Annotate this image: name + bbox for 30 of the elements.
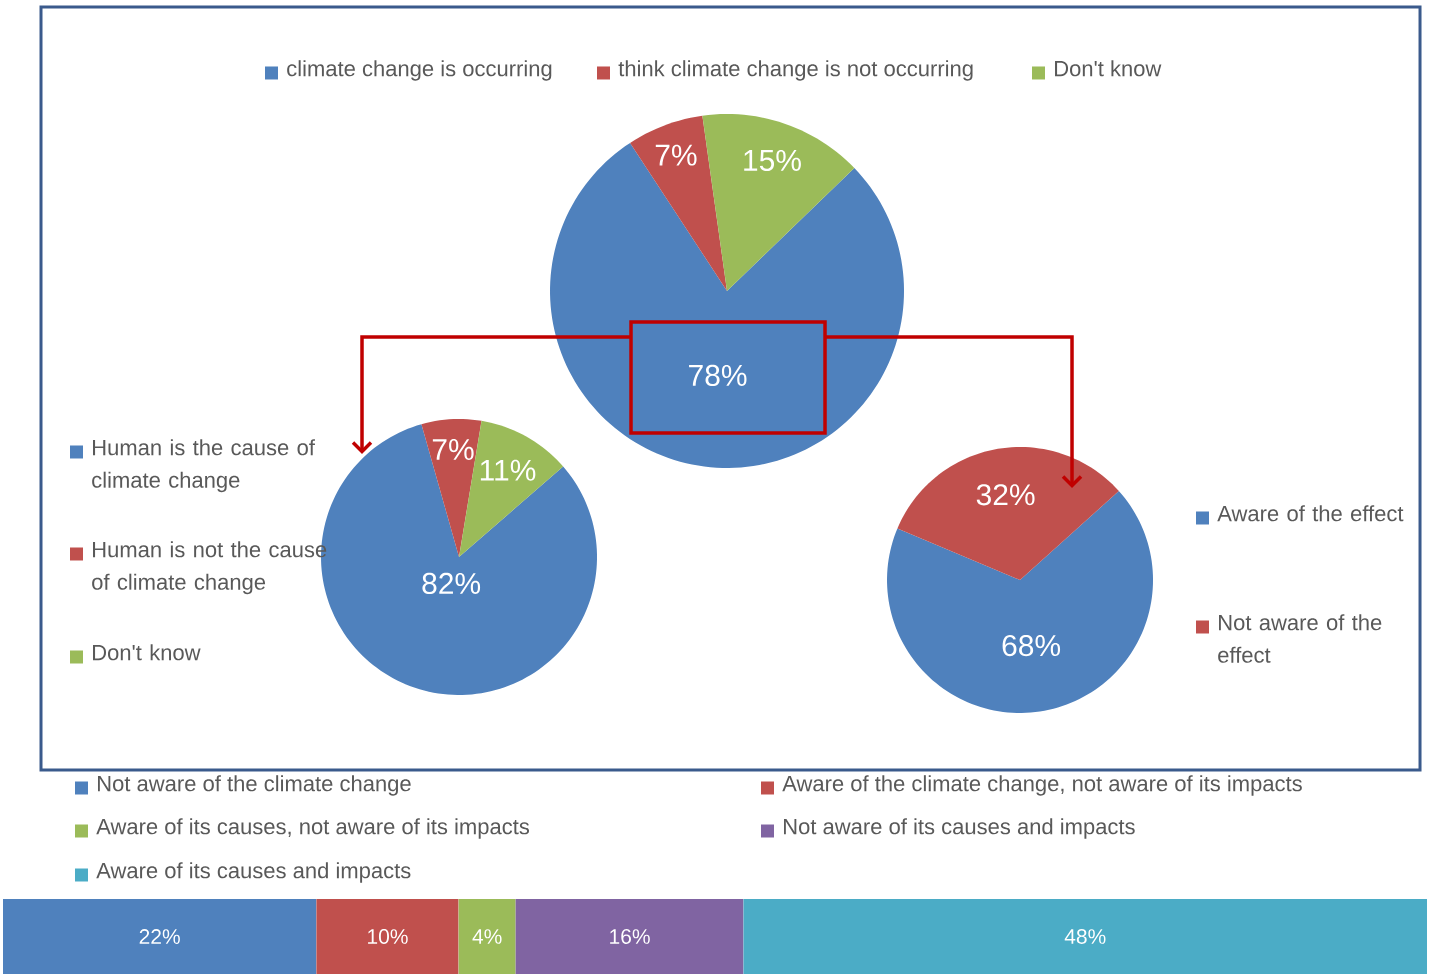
legend-label: climate change is occurring bbox=[287, 60, 552, 81]
bar bbox=[3, 899, 317, 974]
legend-label: Aware of the climate change, not aware of its impacts bbox=[782, 775, 1302, 796]
bar bbox=[515, 899, 744, 974]
data-label: 78% bbox=[689, 364, 747, 387]
data-label: 16% bbox=[610, 929, 650, 944]
legend-label: Don't know bbox=[93, 644, 201, 661]
legend-label: Aware of its causes, not aware of its impacts bbox=[96, 818, 530, 839]
data-label: 7% bbox=[655, 144, 697, 166]
bar bbox=[316, 899, 459, 974]
data-label: 7% bbox=[432, 439, 474, 461]
bar bbox=[458, 899, 516, 974]
bar bbox=[743, 899, 1428, 974]
legend-label: Don't know bbox=[1055, 60, 1162, 77]
legend-label: think climate change is not occurring bbox=[618, 60, 973, 81]
data-label: 10% bbox=[368, 929, 408, 944]
data-label: 22% bbox=[139, 929, 180, 944]
data-label: 11% bbox=[480, 459, 536, 481]
legend-label: Human is the cause of climate change bbox=[92, 439, 315, 493]
legend-label: Not aware of its causes and impacts bbox=[784, 818, 1135, 839]
data-label: 4% bbox=[472, 929, 502, 944]
data-label: 68% bbox=[1002, 634, 1061, 657]
legend-label: Aware of the effect bbox=[1217, 505, 1404, 522]
data-label: 82% bbox=[422, 572, 481, 595]
data-label: 15% bbox=[744, 149, 801, 172]
legend-label: Not aware of the climate change bbox=[98, 775, 411, 796]
legend-label: Aware of its causes and impacts bbox=[96, 862, 411, 883]
data-label: 32% bbox=[976, 484, 1035, 506]
data-label: 48% bbox=[1064, 929, 1106, 944]
legend-label: Not aware of the effect bbox=[1218, 614, 1382, 663]
